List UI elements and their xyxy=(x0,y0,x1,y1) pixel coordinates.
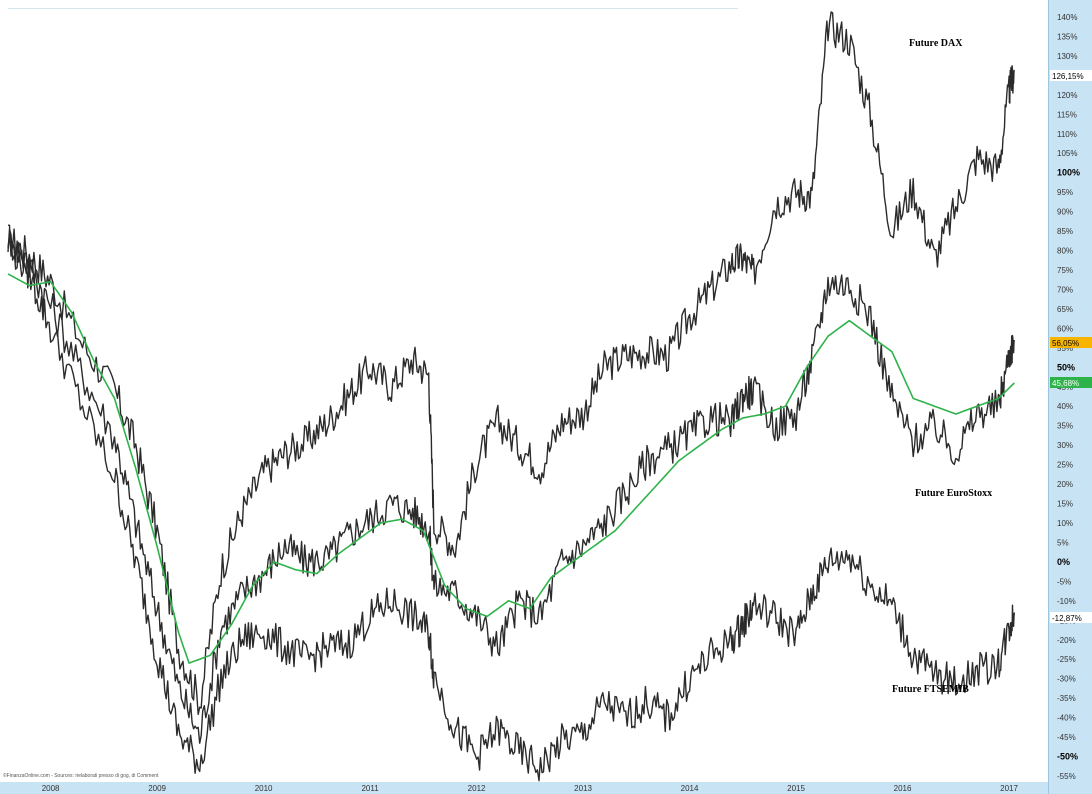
last-value-text: 56,05% xyxy=(1052,339,1079,348)
y-tick-label: -25% xyxy=(1057,655,1076,664)
last-value-text: 45,68% xyxy=(1052,379,1079,388)
y-tick-label: 30% xyxy=(1057,441,1073,450)
y-tick-label: 120% xyxy=(1057,91,1077,100)
y-tick-label: -40% xyxy=(1057,714,1076,723)
y-tick-label: 60% xyxy=(1057,324,1073,333)
y-tick-label: 50% xyxy=(1057,362,1075,372)
y-tick-label: 10% xyxy=(1057,519,1073,528)
y-tick-label: -5% xyxy=(1057,577,1071,586)
last-value-tag xyxy=(1050,70,1092,81)
last-value-tag xyxy=(1050,377,1092,388)
y-tick-label: 75% xyxy=(1057,266,1073,275)
y-tick-label: 5% xyxy=(1057,538,1069,547)
x-tick-label: 2008 xyxy=(42,784,60,793)
y-tick-label: 100% xyxy=(1057,168,1080,178)
last-value-tag xyxy=(1050,612,1092,623)
y-tick-label: 110% xyxy=(1057,130,1077,139)
y-tick-label: -50% xyxy=(1057,752,1078,762)
x-axis-panel xyxy=(0,782,1048,794)
y-tick-label: 70% xyxy=(1057,285,1073,294)
y-tick-label: -20% xyxy=(1057,636,1076,645)
top-border-line xyxy=(8,8,738,9)
y-tick-label: -30% xyxy=(1057,675,1076,684)
label-future-dax: Future DAX xyxy=(909,38,963,49)
y-tick-label: 80% xyxy=(1057,247,1073,256)
y-tick-label: 90% xyxy=(1057,208,1073,217)
y-tick-label: 35% xyxy=(1057,422,1073,431)
x-tick-label: 2016 xyxy=(894,784,912,793)
y-tick-label: 105% xyxy=(1057,149,1077,158)
last-value-text: -12,87% xyxy=(1052,614,1082,623)
y-tick-label: 140% xyxy=(1057,13,1077,22)
y-tick-label: 15% xyxy=(1057,500,1073,509)
y-tick-label: 85% xyxy=(1057,227,1073,236)
y-tick-label: -45% xyxy=(1057,733,1076,742)
label-future-eurostoxx: Future EuroStoxx xyxy=(915,488,992,499)
y-tick-label: 20% xyxy=(1057,480,1073,489)
label-future-ftsemib: Future FTSEMIB xyxy=(892,684,969,695)
y-tick-label: -10% xyxy=(1057,597,1076,606)
eurostoxx-line xyxy=(7,228,1016,744)
last-value-tag xyxy=(1050,337,1092,348)
x-tick-label: 2013 xyxy=(574,784,592,793)
y-tick-label: 25% xyxy=(1057,461,1073,470)
y-tick-label: 40% xyxy=(1057,402,1073,411)
x-tick-label: 2011 xyxy=(361,784,379,793)
y-tick-label: 115% xyxy=(1057,110,1077,119)
y-tick-label: 135% xyxy=(1057,32,1077,41)
last-value-text: 126,15% xyxy=(1052,72,1084,81)
y-tick-label: -55% xyxy=(1057,772,1076,781)
x-tick-label: 2015 xyxy=(787,784,805,793)
x-tick-label: 2010 xyxy=(255,784,273,793)
x-tick-label: 2017 xyxy=(1000,784,1018,793)
moving-average-line xyxy=(7,273,1015,664)
y-tick-label: 65% xyxy=(1057,305,1073,314)
x-tick-label: 2012 xyxy=(468,784,486,793)
x-tick-label: 2014 xyxy=(681,784,699,793)
dax-line xyxy=(7,11,1016,716)
y-tick-label: 0% xyxy=(1057,557,1070,567)
y-axis-panel xyxy=(1048,0,1092,794)
y-tick-label: 95% xyxy=(1057,188,1073,197)
y-tick-label: 130% xyxy=(1057,52,1077,61)
ftsemib-line xyxy=(7,235,1016,782)
y-tick-label: -35% xyxy=(1057,694,1076,703)
source-note: ©FinanzaOnline.com - Sources: rielaborat… xyxy=(3,773,159,779)
y-tick-label: 55% xyxy=(1057,344,1073,353)
x-tick-label: 2009 xyxy=(148,784,166,793)
